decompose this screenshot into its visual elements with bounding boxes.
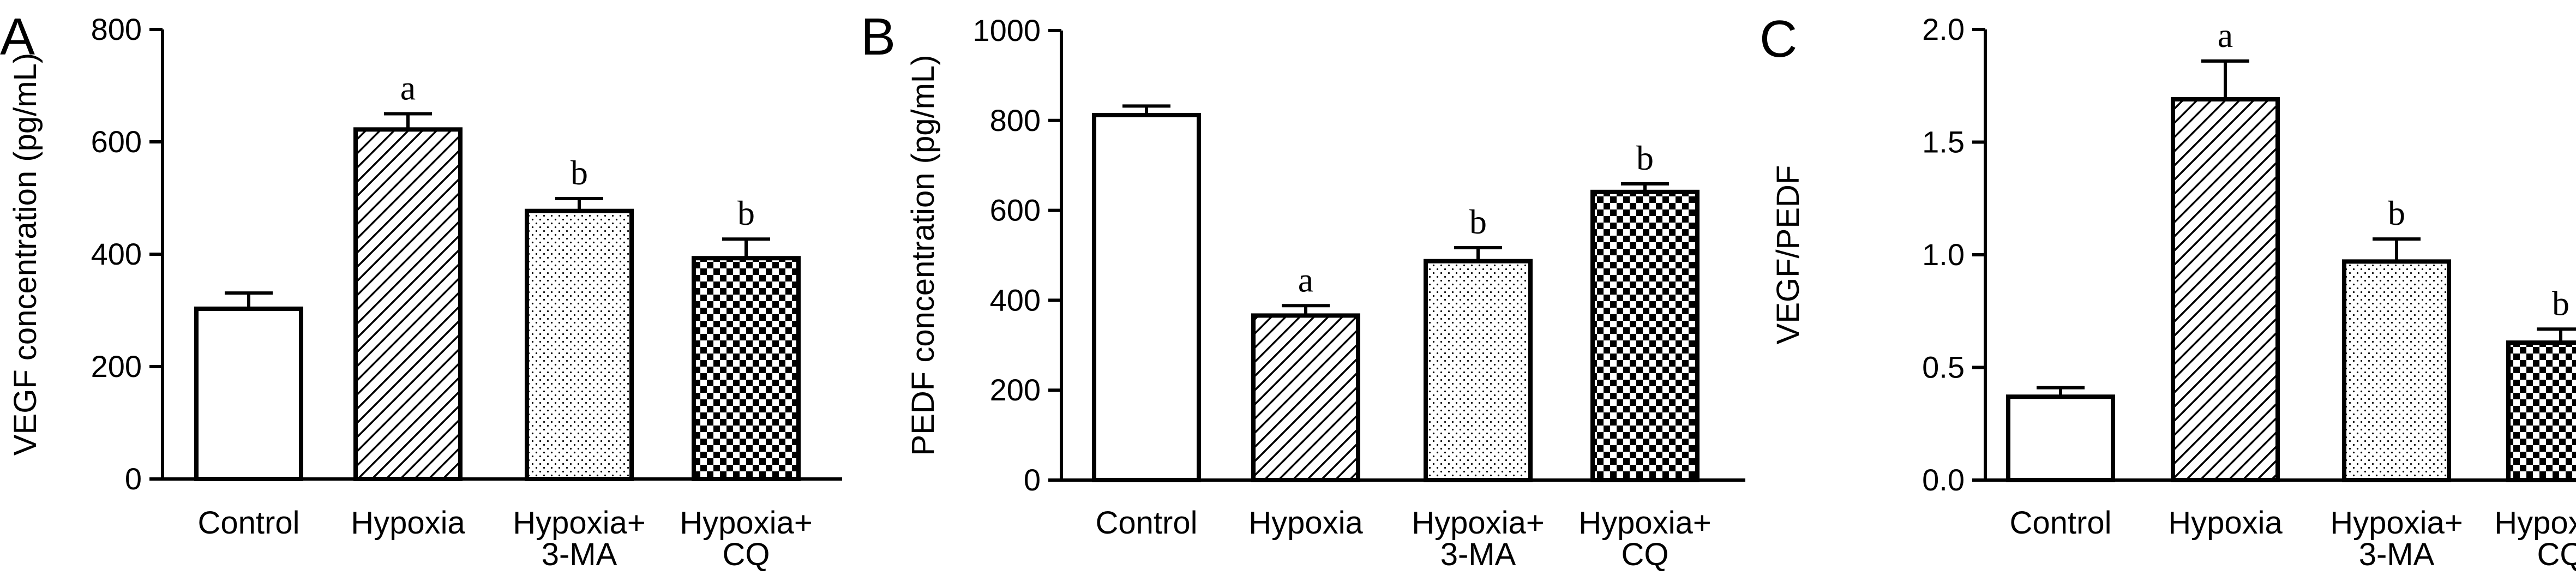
x-tick-label: Control [1096,505,1198,541]
significance-label: b [1636,139,1654,177]
y-tick-label: 800 [990,103,1041,137]
x-tick-label: 3-MA [2359,537,2435,572]
x-tick-label: Control [198,505,300,541]
x-tick-label: Hypoxia [351,505,465,541]
panel-letter: B [861,8,896,66]
x-tick-label: Hypoxia+ [2494,505,2576,541]
bar [1251,313,1360,483]
bar [2342,259,2451,482]
x-tick-label: Hypoxia+ [680,505,812,541]
bar [692,256,801,481]
bar [2506,340,2576,482]
x-tick-label: Hypoxia+ [513,505,645,541]
y-tick-label: 0.5 [1922,350,1965,385]
x-tick-label: Hypoxia+ [1578,505,1711,541]
y-tick-label: 1.0 [1922,237,1965,272]
y-tick-label: 0.0 [1922,463,1965,497]
bar [2171,97,2280,482]
x-tick-label: CQ [2537,537,2576,572]
significance-label: b [2388,194,2405,232]
y-tick-label: 400 [91,237,142,271]
panel-letter: C [1760,10,1797,68]
significance-label: a [400,69,416,107]
y-tick-label: 2.0 [1922,12,1965,46]
x-tick-label: Control [2010,505,2112,541]
y-tick-label: 200 [91,349,142,384]
x-tick-label: CQ [723,537,770,572]
y-tick-label: 1.5 [1922,125,1965,159]
panel-letter: A [0,8,35,66]
panel-c: C 0.0 0.5 1.0 1.5 2.0 VEGF/PEDF Control a Hypoxia… [1760,10,2576,572]
y-tick-label: 600 [990,193,1041,227]
x-tick-label: Hypoxia+ [1412,505,1544,541]
y-tick-label: 600 [91,124,142,159]
y-tick-label: 200 [990,373,1041,407]
bar [1424,259,1533,482]
x-tick-label: Hypoxia [1248,505,1363,541]
significance-label: b [571,153,588,192]
bar [1590,189,1700,483]
y-axis-title: PEDF concentration (pg/mL) [905,55,941,456]
x-tick-label: CQ [1622,537,1669,572]
y-tick-label: 800 [91,12,142,46]
x-tick-label: Hypoxia+ [2330,505,2463,541]
bar [194,306,303,481]
y-tick-label: 0 [1024,463,1041,497]
panel-b: B 0 200 400 600 800 1000 PEDF concentration (pg… [861,8,1745,572]
panel-a: A 0 200 400 600 800 VEGF concentration (pg/mL)… [0,8,842,572]
significance-label: b [2552,284,2569,322]
x-tick-label: 3-MA [1440,537,1516,572]
bar [353,127,463,481]
y-tick-label: 400 [990,283,1041,317]
y-tick-label: 0 [125,462,142,496]
x-tick-label: 3-MA [542,537,617,572]
y-tick-label: 1000 [972,13,1041,47]
significance-label: b [737,194,755,232]
significance-label: a [2218,16,2233,55]
bar [1092,112,1201,483]
significance-label: b [1469,202,1487,241]
bar [2006,394,2115,482]
significance-label: a [1298,260,1313,299]
bar [525,208,634,481]
y-axis-title: VEGF/PEDF [1770,165,1806,345]
x-tick-label: Hypoxia [2168,505,2283,541]
y-axis-title: VEGF concentration (pg/mL) [8,53,43,456]
